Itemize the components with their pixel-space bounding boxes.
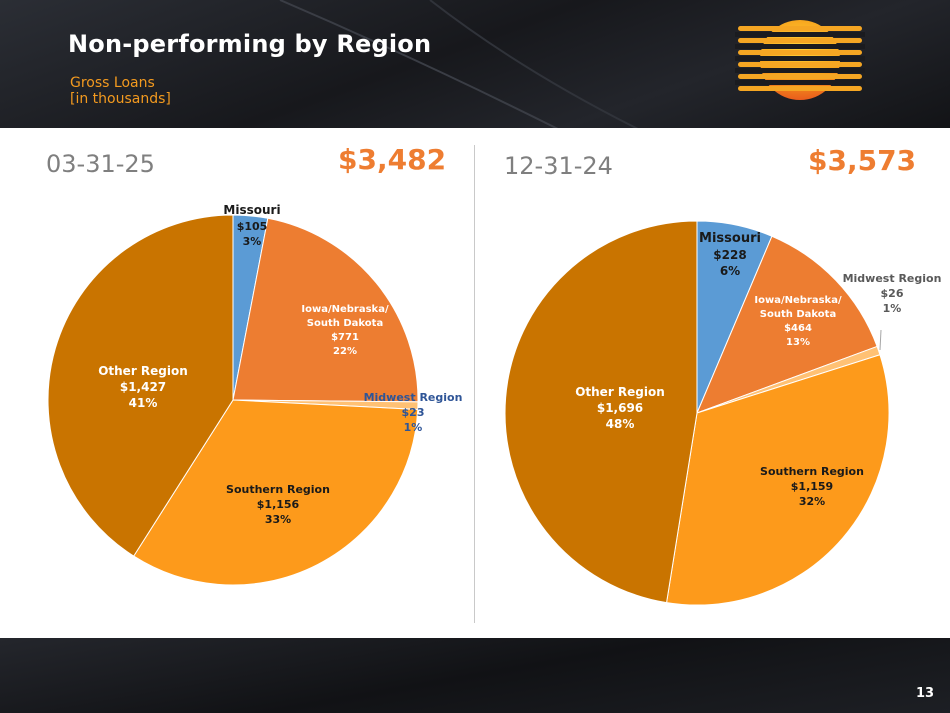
chart-divider xyxy=(474,145,475,623)
left-chart-date: 03-31-25 xyxy=(46,150,155,178)
data-label-other: Other Region $1,696 48% xyxy=(575,385,665,431)
data-label-iowa: Iowa/Nebraska/South Dakota $464 13% xyxy=(754,295,842,348)
right-chart-total: $3,573 xyxy=(808,144,917,177)
data-label-missouri: Missouri $228 6% xyxy=(699,231,761,278)
data-label-midwest: Midwest Region $26 1% xyxy=(843,272,942,315)
left-chart-total: $3,482 xyxy=(338,143,447,176)
footer-background xyxy=(0,638,950,713)
data-label-other: Other Region $1,427 41% xyxy=(98,364,188,410)
pie-slice-other xyxy=(504,220,698,604)
slide-title: Non-performing by Region xyxy=(68,30,432,58)
pie-slice-iowa xyxy=(696,235,878,414)
company-logo-icon xyxy=(735,20,865,100)
data-label-southern: Southern Region $1,156 33% xyxy=(226,483,330,526)
pie-chart-2025: Missouri $105 3% Iowa/Nebraska/South Dakota… xyxy=(47,203,463,586)
data-label-iowa: Iowa/Nebraska/South Dakota $771 22% xyxy=(301,304,389,357)
pie-chart-2024: Missouri $228 6% Iowa/Nebraska/South Dakota… xyxy=(504,220,942,606)
label-leader-line xyxy=(879,329,882,351)
pie-slice-southern xyxy=(665,354,890,606)
data-label-midwest: Midwest Region $23 1% xyxy=(364,391,463,434)
subtitle-line-2: [in thousands] xyxy=(70,91,171,107)
right-chart-date: 12-31-24 xyxy=(504,152,613,180)
data-label-missouri: Missouri $105 3% xyxy=(223,203,280,248)
pie-slice-iowa xyxy=(232,217,419,403)
pie-slice-other xyxy=(47,214,234,557)
pie-slice-southern xyxy=(133,399,419,586)
subtitle-line-1: Gross Loans xyxy=(70,75,155,91)
slide-subtitle: Gross Loans [in thousands] xyxy=(70,75,171,107)
data-label-southern: Southern Region $1,159 32% xyxy=(760,465,864,508)
page-number: 13 xyxy=(916,686,935,701)
